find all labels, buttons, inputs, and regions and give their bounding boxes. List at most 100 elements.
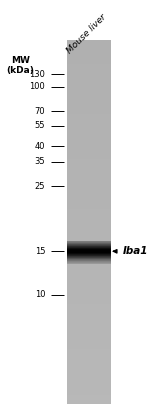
Bar [68, 303, 111, 309]
Bar [68, 262, 111, 263]
Bar [68, 244, 111, 250]
Bar [68, 217, 111, 222]
Bar [68, 154, 111, 159]
Bar [68, 45, 111, 50]
Bar [68, 172, 111, 177]
Bar [68, 235, 111, 241]
Bar [68, 281, 111, 286]
Bar [68, 40, 111, 46]
Bar [68, 176, 111, 182]
Text: MW
(kDa): MW (kDa) [6, 56, 34, 75]
Bar [68, 394, 111, 399]
Bar [68, 250, 111, 251]
Bar [68, 267, 111, 272]
Bar [68, 99, 111, 105]
Bar [68, 246, 111, 247]
Bar [68, 131, 111, 136]
Bar [68, 248, 111, 249]
Bar [68, 255, 111, 256]
Bar [68, 247, 111, 248]
Bar [68, 308, 111, 313]
Bar [68, 190, 111, 195]
Bar [68, 258, 111, 263]
Bar [68, 249, 111, 250]
Bar [68, 167, 111, 173]
Bar [68, 252, 111, 253]
Bar [68, 117, 111, 123]
Bar [68, 145, 111, 150]
Bar [68, 204, 111, 209]
Bar [68, 362, 111, 368]
Bar [68, 254, 111, 255]
Bar [68, 59, 111, 64]
Bar [68, 256, 111, 257]
Bar [68, 199, 111, 204]
Bar [68, 185, 111, 191]
Bar [68, 242, 111, 243]
Bar [68, 385, 111, 390]
Bar [68, 231, 111, 236]
Bar [68, 163, 111, 168]
Bar [68, 256, 111, 257]
Text: 100: 100 [29, 82, 45, 91]
Bar [68, 371, 111, 377]
Bar [68, 258, 111, 259]
Bar [68, 81, 111, 87]
Bar [68, 321, 111, 327]
Text: 70: 70 [35, 107, 45, 116]
Bar [68, 272, 111, 277]
Bar [68, 261, 111, 262]
Bar [68, 243, 111, 244]
Bar [68, 241, 111, 242]
Bar [68, 86, 111, 91]
Bar [68, 262, 111, 263]
Bar [68, 213, 111, 218]
Bar [68, 242, 111, 243]
Bar [68, 122, 111, 127]
Bar [68, 344, 111, 349]
Bar [68, 389, 111, 395]
Bar [68, 262, 111, 268]
Bar [68, 243, 111, 244]
Text: 130: 130 [29, 70, 45, 79]
Bar [68, 72, 111, 77]
Bar [68, 77, 111, 82]
Bar [68, 260, 111, 261]
Bar [68, 54, 111, 59]
Bar [68, 49, 111, 55]
Bar [68, 244, 111, 245]
Bar [68, 257, 111, 258]
Bar [68, 257, 111, 258]
Bar [68, 276, 111, 281]
Bar [68, 240, 111, 245]
Bar [68, 376, 111, 381]
Bar [68, 330, 111, 336]
Bar [68, 208, 111, 213]
Bar [68, 317, 111, 322]
Bar [68, 245, 111, 246]
Bar [68, 326, 111, 331]
Text: Iba1: Iba1 [123, 246, 148, 256]
Bar [68, 263, 111, 264]
Bar [68, 253, 111, 254]
Text: 35: 35 [35, 157, 45, 166]
Bar [68, 290, 111, 295]
Bar [68, 258, 111, 259]
Bar [68, 243, 111, 244]
Bar [68, 222, 111, 227]
Bar [68, 259, 111, 260]
Bar [68, 241, 111, 242]
Bar [68, 149, 111, 154]
Bar [68, 247, 111, 248]
Bar [68, 95, 111, 100]
Bar [68, 250, 111, 251]
Bar [68, 253, 111, 259]
Bar [68, 108, 111, 114]
Bar [68, 194, 111, 200]
Bar [68, 260, 111, 261]
Bar [68, 248, 111, 249]
Text: 10: 10 [35, 290, 45, 299]
Bar [68, 226, 111, 232]
Bar [68, 299, 111, 304]
Text: Mouse liver: Mouse liver [65, 12, 108, 55]
